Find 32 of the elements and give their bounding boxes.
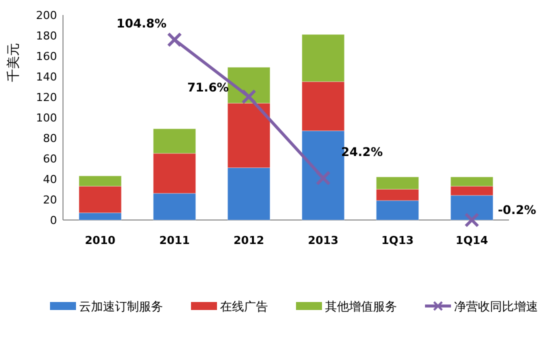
legend-label: 净营收同比增速 [454, 300, 538, 314]
legend-label: 云加速订制服务 [79, 300, 163, 314]
y-axis-title: 千美元 [6, 43, 22, 82]
legend-item: 云加速订制服务 [50, 300, 163, 314]
legend-item: 其他增值服务 [296, 300, 397, 314]
ytick: 120 [36, 91, 57, 104]
ytick: 200 [36, 9, 57, 22]
point [241, 89, 256, 104]
ytick: 140 [36, 70, 57, 84]
data-label: -0.2% [498, 203, 536, 217]
x-tick-label: 1Q13 [381, 234, 414, 247]
ytick: 0 [50, 214, 57, 227]
point [316, 170, 331, 186]
ytick: 100 [36, 112, 57, 124]
point [167, 32, 182, 48]
x-tick-label: 2011 [159, 234, 190, 247]
ytick: 160 [36, 50, 57, 63]
ytick: 180 [36, 30, 57, 42]
legend-item: 在线广告 [191, 300, 268, 314]
x-tick-label: 2013 [308, 234, 338, 247]
ytick: 20 [43, 194, 57, 206]
legend-label: 其他增值服务 [325, 300, 397, 314]
data-label: 104.8% [116, 16, 166, 31]
legend-label: 在线广告 [220, 300, 268, 314]
x-tick-label: 1Q14 [456, 234, 488, 247]
ytick: 40 [43, 173, 57, 186]
x-tick-label: 2012 [234, 234, 264, 247]
ytick: 80 [43, 132, 57, 145]
ytick: 60 [43, 152, 57, 166]
x-tick-label: 2010 [84, 234, 116, 247]
point [464, 212, 480, 228]
legend-item: 净营收同比增速 [425, 300, 538, 314]
